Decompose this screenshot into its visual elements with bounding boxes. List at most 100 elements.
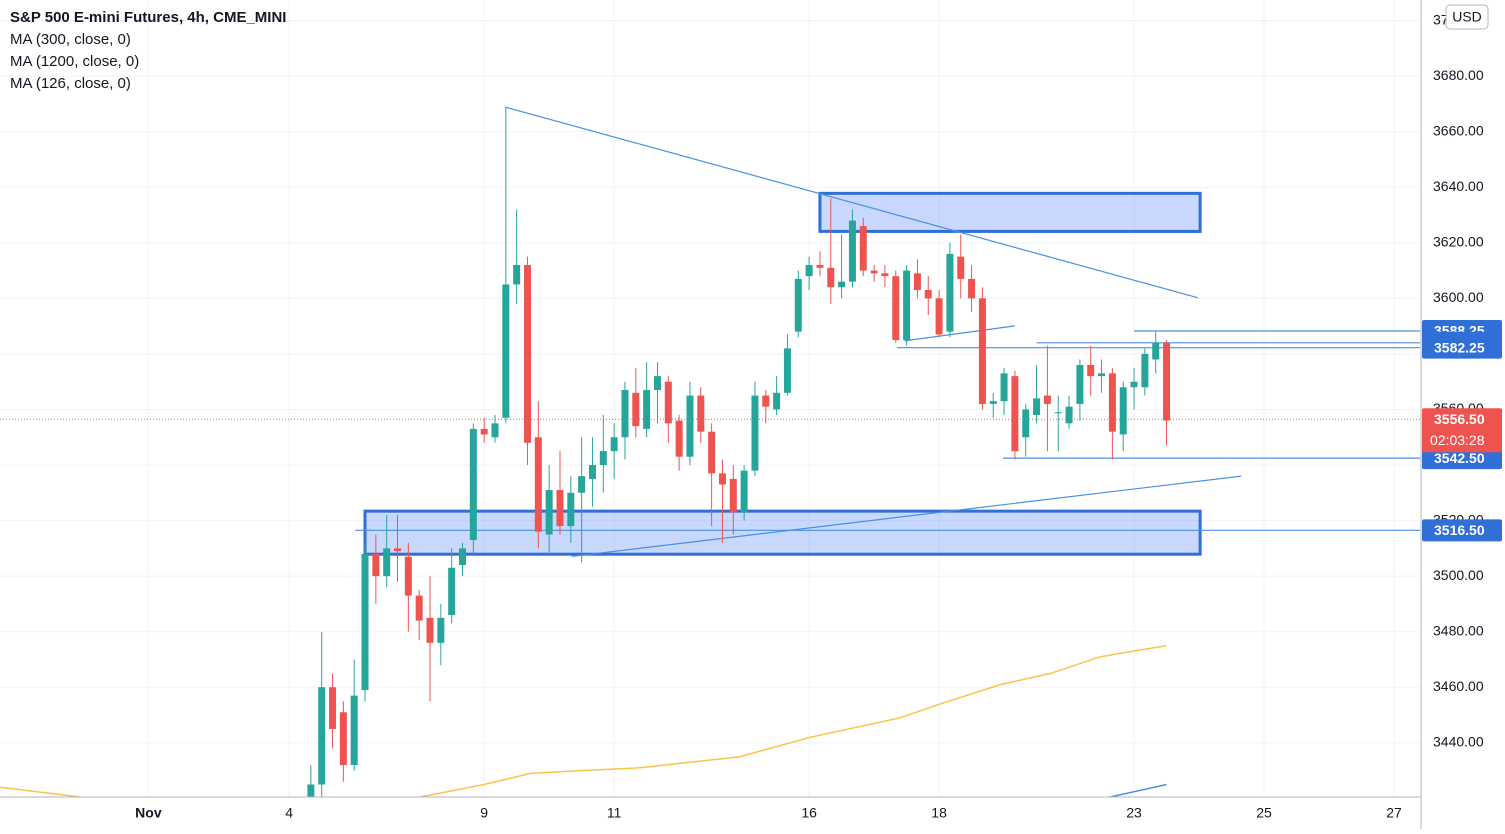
last-price-label: 3556.50 [1434, 411, 1485, 427]
candle-body [881, 273, 889, 277]
candle-body [1022, 409, 1030, 438]
y-tick-label: 3680.00 [1433, 67, 1484, 83]
y-tick-label: 3500.00 [1433, 567, 1484, 583]
candle-body [762, 395, 770, 407]
axes: 3440.003460.003480.003500.003520.003540.… [135, 11, 1502, 821]
candle-body [426, 617, 434, 643]
x-tick-label: 18 [931, 805, 947, 821]
candle-body [697, 395, 705, 432]
x-tick-label: 23 [1126, 805, 1142, 821]
candle-body [816, 265, 824, 268]
candle-body [924, 290, 932, 299]
candle-body [740, 470, 748, 513]
candle-body [415, 595, 423, 621]
candle-body [729, 478, 737, 513]
candle-body [556, 490, 564, 527]
price-badge-label: 3542.50 [1434, 450, 1485, 466]
candle-body [643, 390, 651, 429]
indicator: MA (126, close, 0) [10, 75, 131, 92]
candle-body [545, 490, 553, 535]
candle-body [448, 567, 456, 616]
candle-body [491, 423, 499, 438]
candle-body [653, 376, 661, 391]
zone [363, 509, 1202, 556]
candle-body [751, 395, 759, 471]
candle-body [383, 548, 391, 577]
candle-body [892, 276, 900, 341]
candle-body [935, 298, 943, 335]
candle-body [404, 556, 412, 596]
candle-body [675, 420, 683, 457]
candle-body [794, 278, 802, 332]
candle-body [838, 281, 846, 288]
ma-line [0, 644, 1167, 797]
price-badge [1422, 447, 1502, 470]
candle-body [632, 392, 640, 427]
candle-body [621, 390, 629, 438]
candle-body [1065, 406, 1073, 424]
x-tick-label: 9 [480, 805, 488, 821]
candle-body [1163, 342, 1171, 421]
candle-body [1141, 353, 1149, 388]
candle-body [718, 473, 726, 485]
candle-body [372, 553, 380, 577]
price-badge [1422, 336, 1502, 359]
candle-body [1108, 373, 1116, 432]
candle-body [578, 476, 586, 493]
candle-body [1076, 365, 1084, 404]
candle-body [1152, 342, 1160, 360]
candle-body [708, 431, 716, 474]
x-tick-label: Nov [135, 805, 162, 821]
candle-body [394, 548, 402, 552]
candle-body [459, 548, 467, 566]
currency-button[interactable] [1445, 4, 1489, 30]
candle-body [1098, 373, 1106, 377]
candle-body [307, 784, 315, 797]
candle-body [523, 265, 531, 443]
trendline [904, 325, 1015, 342]
candle-body [610, 437, 618, 452]
candle-body [686, 395, 694, 457]
candle-body [827, 267, 835, 288]
candle-body [913, 273, 921, 291]
candle-body [957, 256, 965, 279]
candle-body [805, 265, 813, 277]
candle-body [339, 712, 347, 766]
candle-body [361, 553, 369, 691]
candle-body [534, 437, 542, 532]
candle-body [946, 253, 954, 332]
candle-body [329, 687, 337, 729]
x-tick-label: 27 [1386, 805, 1402, 821]
ma-line [1110, 783, 1167, 797]
candle-body [1054, 412, 1062, 414]
candle-body [1000, 373, 1008, 402]
candle-body [859, 226, 867, 271]
x-tick-label: 16 [801, 805, 817, 821]
candle-body [870, 270, 878, 274]
candle-body [1087, 365, 1095, 377]
candle-body [513, 265, 521, 285]
zone [818, 191, 1202, 233]
last-price-badge [1422, 408, 1502, 453]
currency-label[interactable]: USD [1452, 9, 1482, 25]
y-tick-label: 3620.00 [1433, 233, 1484, 249]
price-badge-label: 3516.50 [1434, 522, 1485, 538]
candle-body [480, 428, 488, 435]
chart-title: S&P 500 E-mini Futures, 4h, CME_MINI [10, 9, 286, 26]
candle-body [469, 428, 477, 541]
candle-body [567, 492, 575, 527]
price-badge-label: 3582.25 [1434, 339, 1485, 355]
legend: S&P 500 E-mini Futures, 4h, CME_MINI MA … [10, 9, 286, 92]
candle-body [848, 220, 856, 282]
candle-body [978, 298, 986, 404]
candle-body [1119, 387, 1127, 435]
y-tick-label: 3460.00 [1433, 678, 1484, 694]
price-badge [1422, 519, 1502, 542]
candle-body [773, 392, 781, 410]
x-tick-label: 4 [285, 805, 293, 821]
y-tick-label: 3640.00 [1433, 178, 1484, 194]
y-tick-label: 3600.00 [1433, 289, 1484, 305]
x-tick-label: 11 [607, 805, 622, 821]
candle-body [989, 401, 997, 404]
